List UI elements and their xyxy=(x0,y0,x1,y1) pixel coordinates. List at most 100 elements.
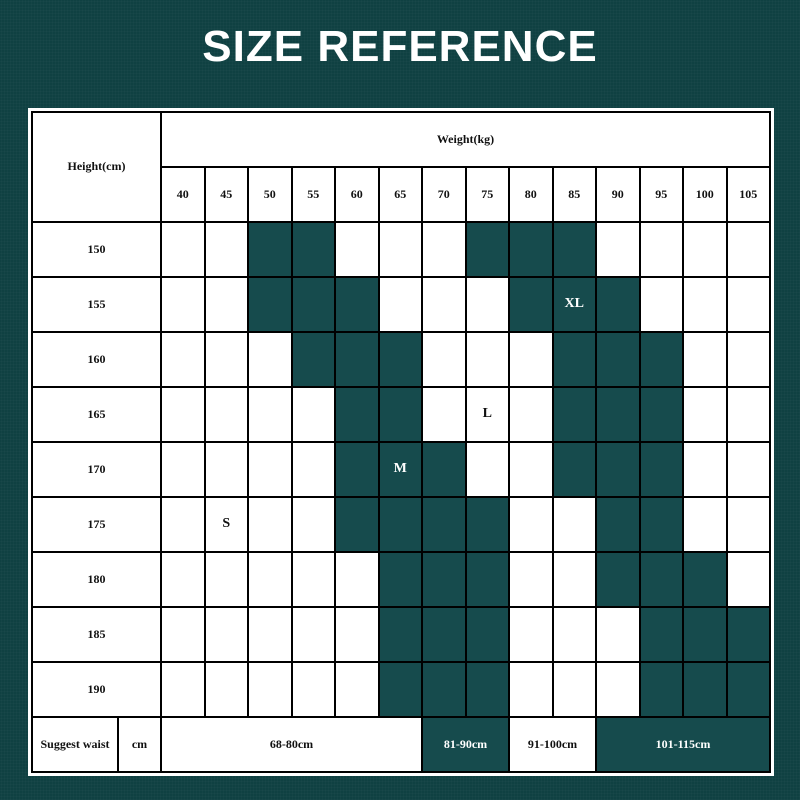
weight-tick: 50 xyxy=(249,168,291,221)
filled-cell xyxy=(640,388,682,441)
weight-tick: 60 xyxy=(336,168,378,221)
weight-header: Weight(kg) xyxy=(162,113,769,166)
empty-cell xyxy=(162,333,204,386)
height-label: 150 xyxy=(33,223,160,276)
empty-cell xyxy=(292,498,334,551)
filled-cell xyxy=(553,223,595,276)
empty-cell xyxy=(553,608,595,661)
waist-range: 68-80cm xyxy=(162,718,421,771)
filled-cell xyxy=(249,278,291,331)
filled-cell xyxy=(727,608,769,661)
weight-tick: 105 xyxy=(727,168,769,221)
weight-tick: 45 xyxy=(205,168,247,221)
empty-cell xyxy=(727,443,769,496)
filled-cell xyxy=(379,553,421,606)
empty-cell xyxy=(249,553,291,606)
weight-tick: 90 xyxy=(597,168,639,221)
empty-cell xyxy=(510,553,552,606)
height-label: 170 xyxy=(33,443,160,496)
filled-cell xyxy=(510,278,552,331)
weight-tick: 75 xyxy=(466,168,508,221)
filled-cell xyxy=(553,333,595,386)
filled-cell xyxy=(336,333,378,386)
filled-cell xyxy=(553,388,595,441)
empty-cell xyxy=(162,443,204,496)
empty-cell xyxy=(205,663,247,716)
filled-cell xyxy=(640,443,682,496)
empty-cell xyxy=(727,223,769,276)
empty-cell xyxy=(727,388,769,441)
filled-cell xyxy=(379,663,421,716)
empty-cell xyxy=(162,223,204,276)
filled-cell xyxy=(597,388,639,441)
filled-cell xyxy=(336,443,378,496)
empty-cell xyxy=(336,608,378,661)
filled-cell xyxy=(597,553,639,606)
empty-cell xyxy=(249,443,291,496)
empty-cell xyxy=(727,333,769,386)
filled-cell xyxy=(292,278,334,331)
waist-range: 91-100cm xyxy=(510,718,595,771)
empty-cell xyxy=(510,333,552,386)
empty-cell xyxy=(640,278,682,331)
waist-range: 101-115cm xyxy=(597,718,769,771)
height-label: 175 xyxy=(33,498,160,551)
filled-cell xyxy=(597,278,639,331)
empty-cell xyxy=(727,278,769,331)
filled-cell xyxy=(684,663,726,716)
empty-cell xyxy=(205,608,247,661)
filled-cell xyxy=(336,498,378,551)
filled-cell xyxy=(466,223,508,276)
empty-cell xyxy=(423,278,465,331)
filled-cell xyxy=(640,608,682,661)
weight-tick: 85 xyxy=(553,168,595,221)
weight-tick: 80 xyxy=(510,168,552,221)
filled-cell xyxy=(510,223,552,276)
empty-cell xyxy=(205,278,247,331)
filled-cell xyxy=(336,388,378,441)
height-label: 185 xyxy=(33,608,160,661)
empty-cell xyxy=(379,223,421,276)
empty-cell xyxy=(466,333,508,386)
empty-cell xyxy=(249,608,291,661)
empty-cell xyxy=(597,663,639,716)
empty-cell xyxy=(336,553,378,606)
empty-cell xyxy=(162,388,204,441)
filled-cell xyxy=(379,498,421,551)
empty-cell xyxy=(510,388,552,441)
filled-cell xyxy=(379,608,421,661)
empty-cell xyxy=(684,388,726,441)
filled-cell xyxy=(684,608,726,661)
empty-cell xyxy=(249,498,291,551)
waist-unit: cm xyxy=(119,718,160,771)
empty-cell xyxy=(205,553,247,606)
size-label-s: S xyxy=(222,516,231,532)
empty-cell xyxy=(336,663,378,716)
filled-cell xyxy=(423,443,465,496)
height-label: 155 xyxy=(33,278,160,331)
height-label: 190 xyxy=(33,663,160,716)
empty-cell xyxy=(684,443,726,496)
empty-cell xyxy=(684,223,726,276)
empty-cell xyxy=(205,443,247,496)
filled-cell xyxy=(597,333,639,386)
filled-cell xyxy=(553,443,595,496)
weight-tick: 95 xyxy=(640,168,682,221)
empty-cell xyxy=(249,663,291,716)
empty-cell xyxy=(510,608,552,661)
waist-range: 81-90cm xyxy=(423,718,508,771)
empty-cell xyxy=(553,663,595,716)
empty-cell xyxy=(162,663,204,716)
empty-cell xyxy=(466,278,508,331)
empty-cell xyxy=(292,553,334,606)
size-table: Height(cm) Weight(kg) 40 45 50 55 60 65 70 75 80… xyxy=(31,111,771,773)
empty-cell xyxy=(510,443,552,496)
filled-cell xyxy=(423,663,465,716)
size-label-l: L xyxy=(482,406,492,422)
filled-cell xyxy=(423,498,465,551)
empty-cell xyxy=(423,388,465,441)
filled-cell xyxy=(597,498,639,551)
filled-cell xyxy=(466,553,508,606)
empty-cell xyxy=(553,553,595,606)
empty-cell xyxy=(727,498,769,551)
